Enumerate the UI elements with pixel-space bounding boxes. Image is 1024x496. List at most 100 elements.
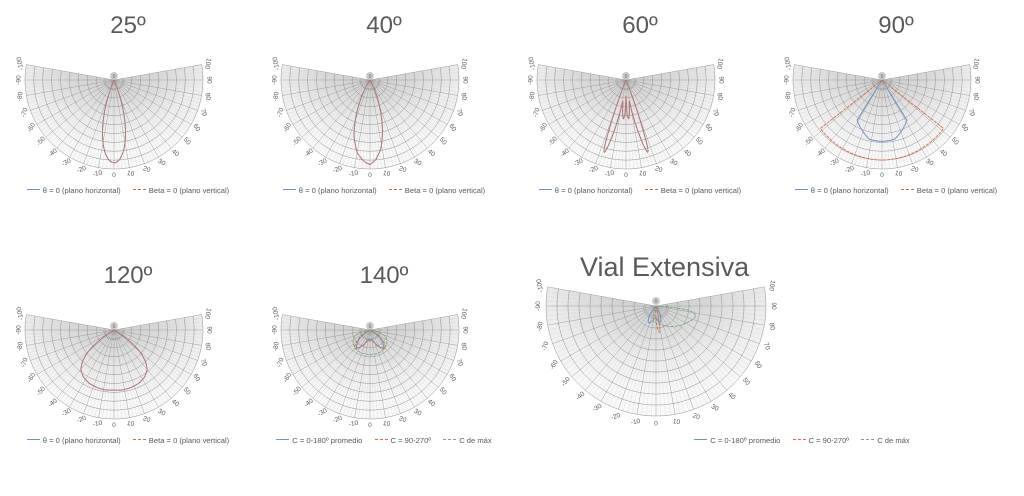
svg-text:-10: -10	[630, 418, 641, 427]
svg-text:40: 40	[170, 148, 180, 158]
svg-text:40: 40	[426, 398, 436, 408]
svg-text:30: 30	[157, 158, 167, 168]
svg-text:-40: -40	[303, 397, 315, 409]
svg-text:70: 70	[762, 342, 771, 352]
svg-text:40: 40	[682, 148, 692, 158]
svg-text:-30: -30	[591, 403, 603, 414]
svg-text:-50: -50	[560, 376, 572, 388]
svg-text:-20: -20	[332, 415, 344, 425]
svg-text:0: 0	[113, 324, 116, 330]
svg-text:-70: -70	[541, 340, 551, 352]
svg-text:100: 100	[715, 57, 724, 69]
svg-text:40: 40	[170, 398, 180, 408]
svg-text:30: 30	[413, 408, 423, 418]
svg-text:-70: -70	[20, 357, 30, 369]
svg-text:-80: -80	[16, 341, 25, 352]
svg-text:-100: -100	[16, 306, 25, 321]
svg-text:100: 100	[767, 279, 776, 291]
svg-text:30: 30	[925, 158, 935, 168]
svg-text:80: 80	[203, 342, 211, 351]
svg-text:-20: -20	[76, 415, 88, 425]
svg-text:0: 0	[112, 422, 116, 429]
svg-text:20: 20	[398, 415, 408, 424]
svg-text:0: 0	[625, 74, 628, 80]
svg-text:0: 0	[881, 74, 884, 80]
svg-text:80: 80	[203, 92, 211, 101]
svg-text:-40: -40	[303, 147, 315, 159]
svg-text:50: 50	[694, 136, 704, 146]
svg-text:-20: -20	[588, 165, 600, 175]
svg-text:10: 10	[894, 170, 903, 178]
svg-text:-90: -90	[16, 75, 23, 85]
svg-text:-40: -40	[815, 147, 827, 159]
svg-text:50: 50	[741, 377, 751, 387]
svg-text:-80: -80	[784, 91, 793, 102]
svg-text:-90: -90	[535, 301, 542, 311]
svg-text:-100: -100	[272, 306, 281, 321]
svg-text:90: 90	[461, 76, 468, 84]
svg-text:0: 0	[654, 420, 658, 427]
svg-text:-70: -70	[532, 107, 542, 119]
svg-text:-100: -100	[528, 56, 537, 71]
svg-text:0: 0	[369, 324, 372, 330]
svg-text:80: 80	[768, 322, 776, 331]
svg-text:100: 100	[459, 307, 468, 319]
svg-text:0: 0	[655, 299, 658, 305]
svg-text:80: 80	[715, 92, 723, 101]
svg-text:-20: -20	[610, 412, 622, 422]
svg-text:50: 50	[182, 386, 192, 396]
svg-text:60: 60	[191, 123, 201, 133]
svg-text:10: 10	[382, 420, 391, 428]
svg-text:80: 80	[459, 92, 467, 101]
svg-text:20: 20	[142, 415, 152, 424]
svg-text:30: 30	[157, 408, 167, 418]
svg-text:10: 10	[126, 170, 135, 178]
svg-text:0: 0	[113, 74, 116, 80]
svg-text:80: 80	[971, 92, 979, 101]
svg-text:-10: -10	[604, 170, 615, 179]
svg-text:20: 20	[692, 412, 702, 421]
svg-text:20: 20	[398, 165, 408, 174]
svg-text:-70: -70	[276, 357, 286, 369]
svg-text:20: 20	[910, 165, 920, 174]
svg-text:-60: -60	[282, 372, 293, 384]
svg-text:-40: -40	[47, 147, 59, 159]
svg-text:0: 0	[368, 422, 372, 429]
svg-text:0: 0	[368, 172, 372, 179]
svg-text:90: 90	[461, 326, 468, 334]
svg-text:0: 0	[112, 172, 116, 179]
svg-text:60: 60	[753, 360, 763, 370]
svg-text:-80: -80	[272, 341, 281, 352]
svg-text:-40: -40	[575, 390, 587, 402]
svg-text:30: 30	[710, 403, 720, 413]
svg-text:10: 10	[638, 170, 647, 178]
svg-text:-90: -90	[528, 75, 535, 85]
svg-text:-30: -30	[317, 157, 329, 168]
svg-text:100: 100	[203, 57, 212, 69]
svg-text:70: 70	[455, 358, 464, 368]
svg-text:0: 0	[369, 74, 372, 80]
svg-text:50: 50	[438, 136, 448, 146]
svg-text:-100: -100	[272, 56, 281, 71]
svg-text:70: 70	[199, 358, 208, 368]
svg-text:-10: -10	[860, 170, 871, 179]
svg-text:50: 50	[950, 136, 960, 146]
svg-text:70: 70	[455, 108, 464, 118]
svg-text:-30: -30	[61, 407, 73, 418]
svg-text:40: 40	[726, 391, 736, 401]
svg-text:60: 60	[447, 123, 457, 133]
svg-text:60: 60	[703, 123, 713, 133]
svg-text:-40: -40	[559, 147, 571, 159]
svg-text:10: 10	[672, 418, 681, 426]
svg-text:60: 60	[959, 123, 969, 133]
svg-text:100: 100	[459, 57, 468, 69]
svg-text:100: 100	[203, 307, 212, 319]
svg-text:-90: -90	[272, 325, 279, 335]
svg-text:-70: -70	[20, 107, 30, 119]
svg-text:80: 80	[459, 342, 467, 351]
svg-text:70: 70	[967, 108, 976, 118]
svg-text:30: 30	[413, 158, 423, 168]
svg-text:70: 70	[711, 108, 720, 118]
svg-text:10: 10	[382, 170, 391, 178]
svg-text:-100: -100	[784, 56, 793, 71]
